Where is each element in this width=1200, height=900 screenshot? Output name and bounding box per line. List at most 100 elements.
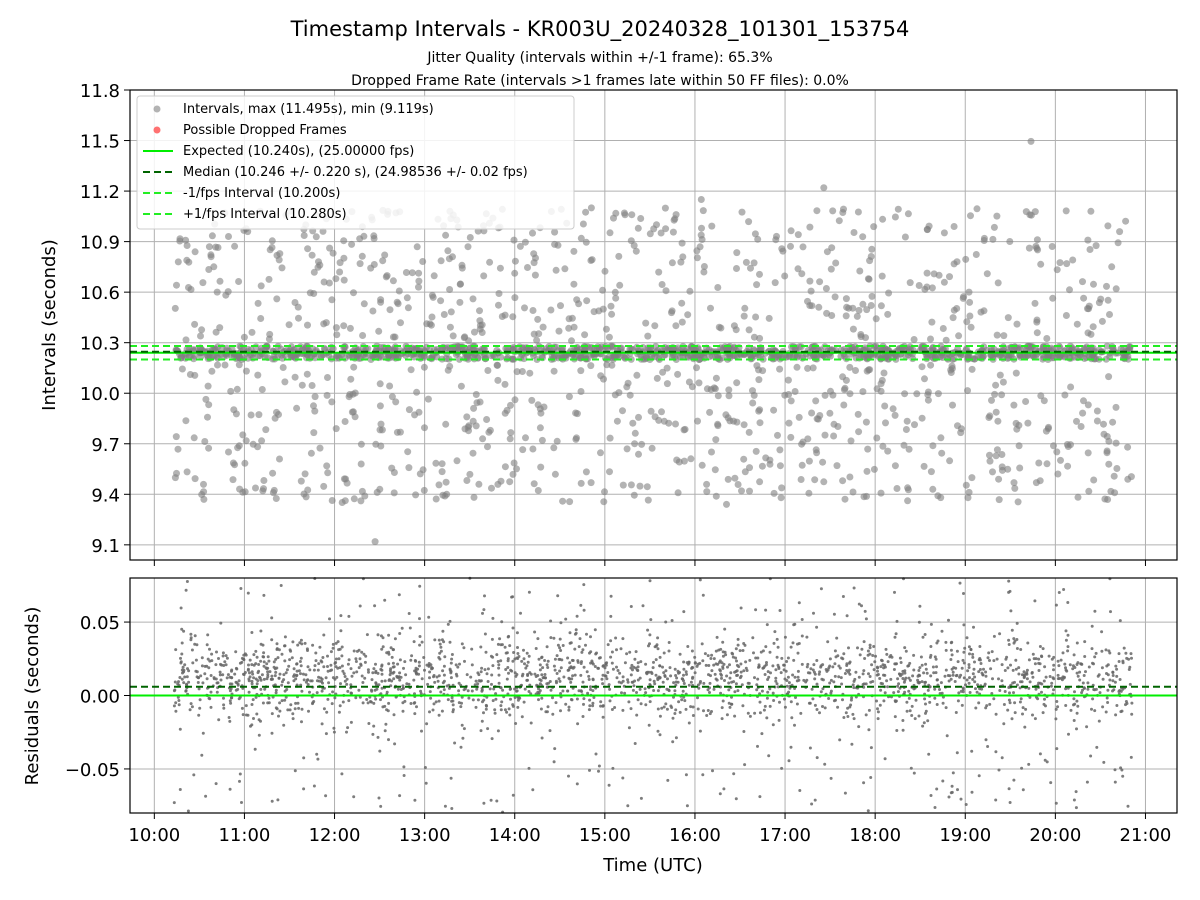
residual-point <box>787 681 791 685</box>
interval-point <box>868 292 876 300</box>
interval-point <box>526 369 534 377</box>
legend-label-intervals: Intervals, max (11.495s), min (9.119s) <box>183 102 434 117</box>
interval-point <box>570 280 578 288</box>
residual-point <box>311 643 315 647</box>
interval-point <box>1040 397 1048 405</box>
interval-point <box>377 420 385 428</box>
residual-point <box>580 660 583 664</box>
interval-point <box>619 481 627 489</box>
residual-point <box>698 729 702 733</box>
residual-point <box>1047 654 1051 658</box>
residual-point <box>652 679 656 683</box>
residual-point <box>957 691 961 695</box>
residual-point <box>256 679 260 683</box>
residual-point <box>866 809 870 813</box>
residual-point <box>681 689 685 693</box>
interval-point <box>471 328 478 336</box>
residual-point <box>783 705 787 709</box>
residual-point <box>250 682 254 686</box>
interval-point <box>342 475 350 483</box>
residual-point <box>221 673 225 677</box>
interval-point <box>559 497 567 505</box>
x-axis-label: Time (UTC) <box>602 855 703 876</box>
residual-point <box>833 649 837 653</box>
interval-point <box>421 424 428 432</box>
residual-point <box>194 669 198 673</box>
residual-point <box>373 604 377 608</box>
residual-point <box>826 668 830 672</box>
residual-point <box>322 707 326 711</box>
residual-point <box>486 680 490 683</box>
residual-point <box>664 669 668 673</box>
interval-point <box>531 271 539 279</box>
residual-point <box>277 676 281 680</box>
residual-point <box>664 620 668 624</box>
interval-point <box>1022 398 1030 405</box>
residual-point <box>419 692 423 696</box>
residual-point <box>1091 661 1094 665</box>
interval-point <box>1085 487 1093 495</box>
interval-point <box>960 293 968 301</box>
residual-point <box>413 798 417 802</box>
residual-point <box>481 700 484 704</box>
residuals-y-tick-label: 0.00 <box>80 687 120 708</box>
residual-point <box>868 643 872 647</box>
residual-point <box>398 794 402 798</box>
interval-point <box>463 477 471 484</box>
residual-point <box>387 652 391 656</box>
residual-point <box>434 700 438 704</box>
residual-point <box>266 673 270 676</box>
residual-point <box>702 709 705 713</box>
residual-point <box>675 676 679 680</box>
interval-point <box>1084 401 1092 409</box>
residual-point <box>1064 687 1068 691</box>
residual-point <box>815 682 819 686</box>
residual-point <box>597 764 601 768</box>
interval-point <box>285 321 293 329</box>
residual-point <box>1007 638 1011 642</box>
interval-point <box>513 368 521 376</box>
residual-point <box>283 644 287 648</box>
interval-point <box>389 277 397 285</box>
residual-point <box>222 706 226 710</box>
residual-point <box>292 667 296 671</box>
residual-point <box>755 683 759 687</box>
interval-point <box>983 270 991 278</box>
residual-point <box>180 652 184 656</box>
interval-point <box>901 233 909 241</box>
residual-point <box>748 714 752 718</box>
interval-point <box>358 252 366 260</box>
interval-point <box>965 288 973 296</box>
residual-point <box>328 669 332 673</box>
residual-point <box>732 680 736 684</box>
residual-point <box>860 604 863 608</box>
residual-point <box>760 732 764 736</box>
residual-point <box>568 631 572 635</box>
residual-point <box>203 664 207 668</box>
residual-point <box>228 699 232 703</box>
interval-point <box>745 428 753 436</box>
interval-point <box>265 275 273 283</box>
residual-point <box>644 662 648 666</box>
residual-point <box>308 668 312 672</box>
residual-point <box>545 663 549 667</box>
interval-point <box>367 264 375 272</box>
residual-point <box>1121 774 1125 778</box>
residual-point <box>499 708 503 712</box>
residual-point <box>467 696 471 700</box>
residual-point <box>823 762 827 766</box>
residual-point <box>947 795 951 799</box>
interval-point <box>328 398 336 406</box>
residual-point <box>950 640 954 644</box>
residual-point <box>255 655 259 659</box>
residual-point <box>796 651 800 655</box>
residual-point <box>673 667 677 671</box>
residual-point <box>354 696 358 700</box>
residual-point <box>377 796 381 800</box>
residual-point <box>926 688 930 692</box>
interval-point <box>603 361 611 369</box>
interval-point <box>233 385 241 393</box>
residual-point <box>589 688 592 691</box>
interval-point <box>276 455 283 463</box>
residual-point <box>320 677 324 681</box>
